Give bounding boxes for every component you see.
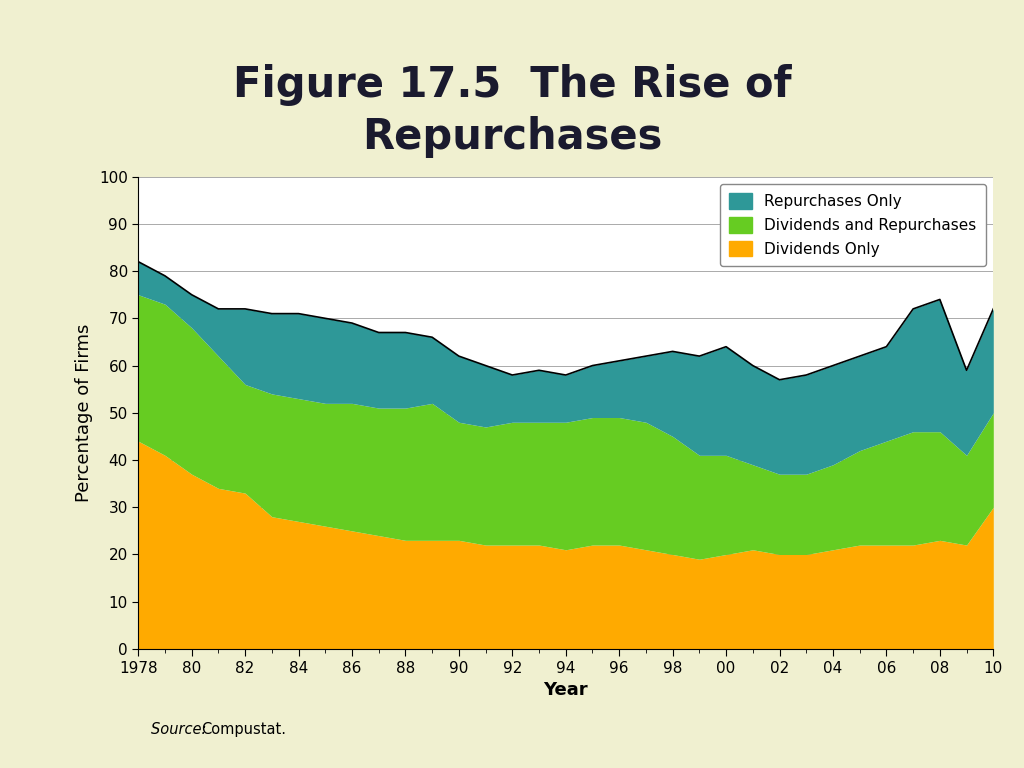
- Text: Compustat.: Compustat.: [201, 723, 286, 737]
- Legend: Repurchases Only, Dividends and Repurchases, Dividends Only: Repurchases Only, Dividends and Repurcha…: [720, 184, 986, 266]
- Y-axis label: Percentage of Firms: Percentage of Firms: [76, 323, 93, 502]
- X-axis label: Year: Year: [544, 681, 588, 700]
- Text: Source:: Source:: [152, 723, 211, 737]
- Text: Figure 17.5  The Rise of
Repurchases: Figure 17.5 The Rise of Repurchases: [232, 65, 792, 158]
